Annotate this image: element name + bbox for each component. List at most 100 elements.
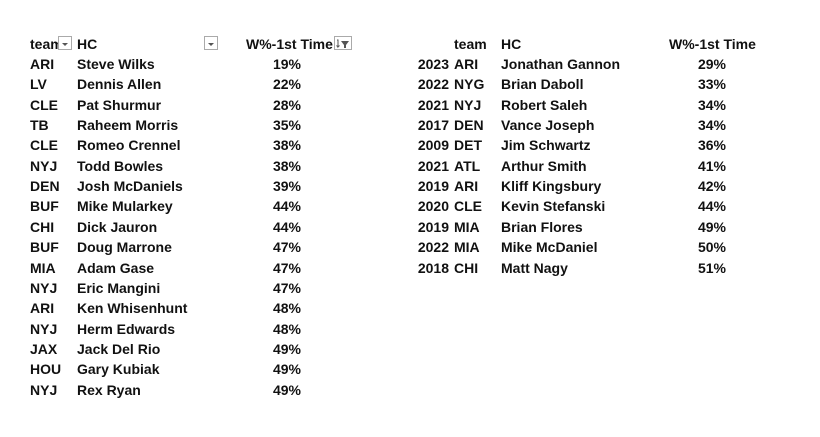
- team-cell: MIA: [454, 218, 480, 235]
- win-pct-cell: 41%: [697, 157, 726, 174]
- team-cell: LV: [30, 76, 47, 93]
- win-pct-cell: 49%: [697, 218, 726, 235]
- coach-cell: Eric Mangini: [77, 279, 161, 296]
- win-pct-cell: 19%: [272, 56, 301, 72]
- win-pct-cell: 51%: [697, 259, 726, 276]
- win-pct-cell: 47%: [272, 279, 301, 296]
- win-pct-cell: 48%: [272, 320, 301, 337]
- team-cell: BUF: [30, 239, 59, 256]
- win-pct-cell: 42%: [697, 178, 726, 195]
- year-cell: 2020: [417, 198, 449, 215]
- year-cell: 2019: [417, 218, 449, 235]
- team-cell: NYJ: [30, 157, 58, 174]
- win-pct-cell: 39%: [272, 178, 301, 195]
- team-cell: CLE: [454, 198, 482, 215]
- header-cell: W%-1st Time: [246, 36, 333, 52]
- coach-cell: Dennis Allen: [77, 76, 162, 93]
- win-pct-cell: 34%: [697, 96, 726, 113]
- team-cell: BUF: [30, 198, 59, 215]
- team-cell: CLE: [30, 137, 58, 154]
- coach-cell: Romeo Crennel: [77, 137, 181, 154]
- team-cell: ARI: [30, 300, 55, 317]
- coach-cell: Mike Mularkey: [77, 198, 173, 215]
- win-pct-cell: 38%: [272, 137, 301, 154]
- team-cell: DEN: [454, 117, 484, 134]
- team-cell: CHI: [454, 259, 479, 276]
- win-pct-cell: 36%: [697, 137, 726, 154]
- year-cell: 2017: [417, 117, 449, 134]
- team-cell: MIA: [454, 239, 480, 256]
- coach-cell: Brian Flores: [501, 218, 583, 235]
- filter-button[interactable]: [204, 36, 218, 50]
- win-pct-cell: 44%: [272, 218, 301, 235]
- team-cell: ATL: [454, 157, 481, 174]
- coach-cell: Kliff Kingsbury: [501, 178, 602, 195]
- coach-cell: Josh McDaniels: [77, 178, 183, 195]
- coach-cell: Ken Whisenhunt: [77, 300, 188, 317]
- team-cell: DEN: [30, 178, 60, 195]
- coach-cell: Kevin Stefanski: [501, 198, 606, 215]
- year-cell: 2009: [417, 137, 449, 154]
- coach-cell: Jim Schwartz: [501, 137, 591, 154]
- coach-cell: Jack Del Rio: [77, 340, 161, 357]
- team-cell: ARI: [454, 178, 479, 195]
- header-cell: HC: [501, 36, 522, 52]
- team-cell: DET: [454, 137, 482, 154]
- coach-cell: Herm Edwards: [77, 320, 176, 337]
- coach-cell: Jonathan Gannon: [501, 56, 620, 72]
- team-cell: HOU: [30, 361, 62, 378]
- filter-button[interactable]: [334, 36, 352, 50]
- team-cell: NYJ: [30, 381, 58, 398]
- team-cell: ARI: [30, 56, 55, 72]
- team-cell: ARI: [454, 56, 479, 72]
- coach-cell: Steve Wilks: [77, 56, 155, 72]
- team-cell: CHI: [30, 218, 55, 235]
- win-pct-cell: 49%: [272, 361, 301, 378]
- team-cell: NYG: [454, 76, 485, 93]
- coach-cell: Rex Ryan: [77, 381, 141, 398]
- team-cell: JAX: [30, 340, 58, 357]
- win-pct-cell: 44%: [272, 198, 301, 215]
- header-cell: team: [454, 36, 487, 52]
- coach-cell: Vance Joseph: [501, 117, 595, 134]
- coach-cell: Brian Daboll: [501, 76, 584, 93]
- win-pct-cell: 38%: [272, 157, 301, 174]
- coach-cell: Doug Marrone: [77, 239, 172, 256]
- header-cell: HC: [77, 36, 98, 52]
- win-pct-cell: 22%: [272, 76, 301, 93]
- coach-cell: Mike McDaniel: [501, 239, 598, 256]
- win-pct-cell: 49%: [272, 381, 301, 398]
- win-pct-cell: 48%: [272, 300, 301, 317]
- coach-cell: Matt Nagy: [501, 259, 568, 276]
- team-cell: MIA: [30, 259, 56, 276]
- team-cell: NYJ: [454, 96, 482, 113]
- win-pct-cell: 35%: [272, 117, 301, 134]
- coach-cell: Pat Shurmur: [77, 96, 162, 113]
- year-cell: 2023: [417, 56, 449, 72]
- coach-cell: Arthur Smith: [501, 157, 587, 174]
- coach-cell: Raheem Morris: [77, 117, 179, 134]
- year-cell: 2018: [417, 259, 449, 276]
- header-cell: W%-1st Time: [669, 36, 756, 52]
- win-pct-cell: 33%: [697, 76, 726, 93]
- win-pct-cell: 50%: [697, 239, 726, 256]
- team-cell: CLE: [30, 96, 58, 113]
- filter-button[interactable]: [58, 36, 72, 50]
- year-cell: 2021: [417, 157, 449, 174]
- coach-cell: Robert Saleh: [501, 96, 588, 113]
- coach-cell: Gary Kubiak: [77, 361, 160, 378]
- coach-cell: Todd Bowles: [77, 157, 164, 174]
- year-cell: 2022: [417, 76, 449, 93]
- team-cell: TB: [30, 117, 49, 134]
- win-pct-cell: 28%: [272, 96, 301, 113]
- team-cell: NYJ: [30, 279, 58, 296]
- win-pct-cell: 44%: [697, 198, 726, 215]
- win-pct-cell: 47%: [272, 239, 301, 256]
- win-pct-cell: 34%: [697, 117, 726, 134]
- team-cell: NYJ: [30, 320, 58, 337]
- year-cell: 2022: [417, 239, 449, 256]
- win-pct-cell: 29%: [697, 56, 726, 72]
- coach-cell: Dick Jauron: [77, 218, 158, 235]
- year-cell: 2019: [417, 178, 449, 195]
